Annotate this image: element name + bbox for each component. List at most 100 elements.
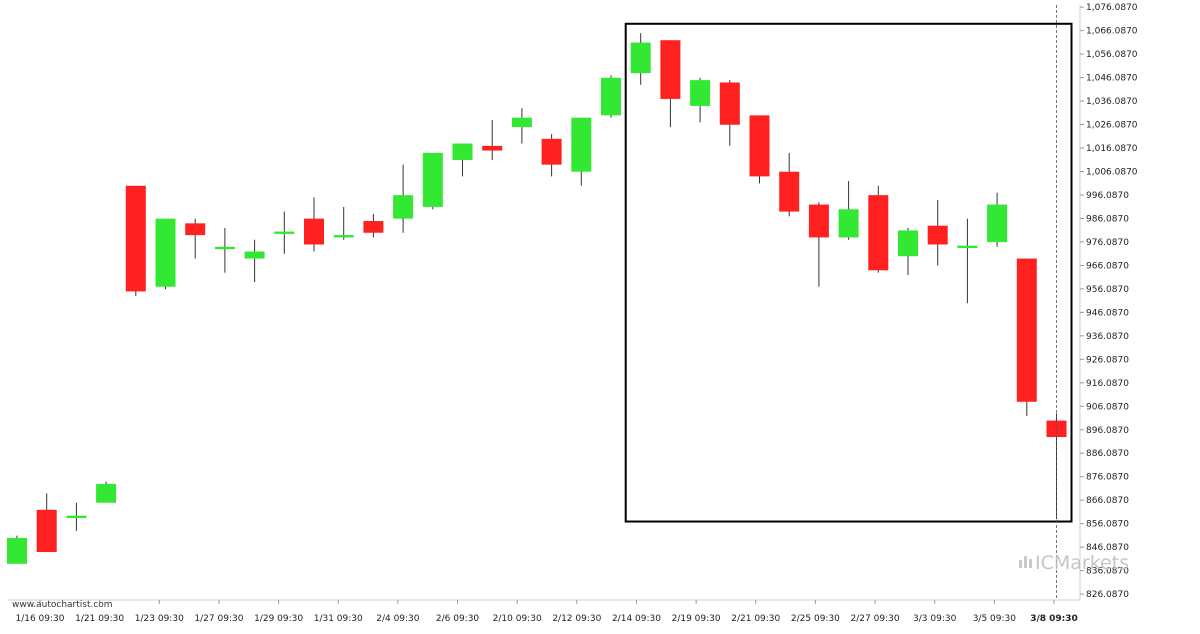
y-tick-label: 1,046.0870 (1086, 74, 1138, 84)
y-tick-label: 1,036.0870 (1086, 97, 1138, 107)
y-tick-label: 916.0870 (1086, 379, 1129, 389)
candle-up (274, 211, 295, 254)
candle-body (779, 171, 800, 212)
candle-body (838, 209, 859, 238)
candle-up (155, 218, 176, 290)
y-tick-label: 1,076.0870 (1086, 3, 1138, 13)
x-tick-label: 2/12 09:30 (552, 614, 601, 624)
x-tick-label: 1/16 09:30 (15, 614, 64, 624)
candle-up (511, 108, 532, 144)
y-tick-label: 976.0870 (1086, 238, 1129, 248)
candle-up (96, 481, 117, 503)
source-label: www.autochartist.com (12, 600, 113, 610)
y-tick-label: 1,056.0870 (1086, 50, 1138, 60)
candle-body (808, 204, 829, 238)
candle-up (630, 33, 651, 85)
candle-body (363, 221, 384, 233)
candle-up (601, 75, 621, 118)
candle-body (304, 218, 324, 245)
y-tick-label: 936.0870 (1086, 332, 1129, 342)
candle-body (511, 117, 532, 128)
candle-up (333, 206, 354, 240)
pattern-overlay (624, 5, 1073, 600)
candle-down (660, 40, 681, 128)
y-tick-label: 836.0870 (1086, 567, 1129, 577)
x-tick-label: 1/23 09:30 (135, 614, 184, 624)
logo-bar-1 (1019, 560, 1022, 568)
candle-down (541, 134, 562, 177)
y-tick-label: 826.0870 (1086, 590, 1129, 600)
candle-body (125, 185, 146, 292)
x-tick-label: 3/5 09:30 (973, 614, 1017, 624)
candle-down (304, 197, 324, 252)
candle-body (422, 152, 443, 207)
candle-body (690, 80, 711, 106)
x-tick-label: 3/3 09:30 (913, 614, 957, 624)
candle-body (36, 509, 57, 553)
candle-body (185, 223, 206, 236)
candle-body (482, 145, 503, 151)
candle-body (660, 40, 681, 99)
candle-down (363, 213, 384, 238)
candle-down (927, 199, 948, 266)
candle-body (927, 225, 948, 245)
y-tick-label: 896.0870 (1086, 426, 1129, 436)
candle-down (482, 120, 503, 160)
candle-up (838, 181, 859, 240)
candle-up (244, 239, 265, 283)
pattern-box (624, 22, 1073, 523)
x-tick-label: 1/27 09:30 (194, 614, 243, 624)
y-tick-label: 1,016.0870 (1086, 144, 1138, 154)
x-tick-label: 2/25 09:30 (791, 614, 840, 624)
y-tick-label: 966.0870 (1086, 261, 1129, 271)
x-tick-label: 2/19 09:30 (672, 614, 721, 624)
y-tick-label: 946.0870 (1086, 308, 1129, 318)
candle-down (808, 202, 829, 287)
brand-logo: ICMarkets (1019, 552, 1129, 574)
brand-logo-text-b: Markets (1054, 552, 1129, 574)
y-tick-label: 866.0870 (1086, 496, 1129, 506)
candle-body (66, 515, 87, 518)
x-tick-label: 2/4 09:30 (376, 614, 420, 624)
y-tick-label: 986.0870 (1086, 214, 1129, 224)
y-tick-label: 846.0870 (1086, 543, 1129, 553)
candle-body (601, 77, 621, 116)
candle-body (244, 251, 265, 259)
candle-body (1016, 258, 1037, 402)
logo-bar-2 (1024, 556, 1027, 568)
candle-up (7, 535, 27, 564)
y-tick-label: 886.0870 (1086, 449, 1129, 459)
x-tick-label: 1/29 09:30 (254, 614, 303, 624)
candle-up (957, 218, 978, 304)
candle-body (987, 204, 1008, 243)
logo-bar-3 (1029, 559, 1032, 568)
brand-logo-text: ICMarkets (1035, 552, 1129, 574)
candle-body (393, 195, 414, 219)
x-tick-label: 2/21 09:30 (731, 614, 780, 624)
x-tick-label: 3/8 09:30 (1030, 614, 1078, 624)
x-tick-label: 1/31 09:30 (314, 614, 363, 624)
candle-series (7, 33, 1067, 564)
candle-up (987, 192, 1008, 247)
candle-body (749, 115, 770, 177)
x-tick-label: 2/10 09:30 (493, 614, 542, 624)
y-tick-label: 926.0870 (1086, 355, 1129, 365)
candle-body (898, 230, 918, 257)
candle-down (1016, 258, 1037, 416)
candle-up (214, 228, 235, 273)
candle-body (155, 218, 176, 287)
y-axis: 1,076.0870 1,066.0870 1,056.0870 1,046.0870… (8, 3, 1138, 601)
candle-body (214, 246, 235, 250)
x-tick-label: 2/27 09:30 (851, 614, 900, 624)
y-tick-label: 876.0870 (1086, 473, 1129, 483)
x-tick-label: 1/21 09:30 (75, 614, 124, 624)
y-tick-label: 1,066.0870 (1086, 27, 1138, 37)
x-tick-label: 2/14 09:30 (612, 614, 661, 624)
x-tick-label: 2/6 09:30 (436, 614, 480, 624)
y-tick-label: 1,026.0870 (1086, 121, 1138, 131)
candle-down (749, 115, 770, 184)
candle-up (571, 117, 592, 186)
candle-body (7, 537, 27, 564)
